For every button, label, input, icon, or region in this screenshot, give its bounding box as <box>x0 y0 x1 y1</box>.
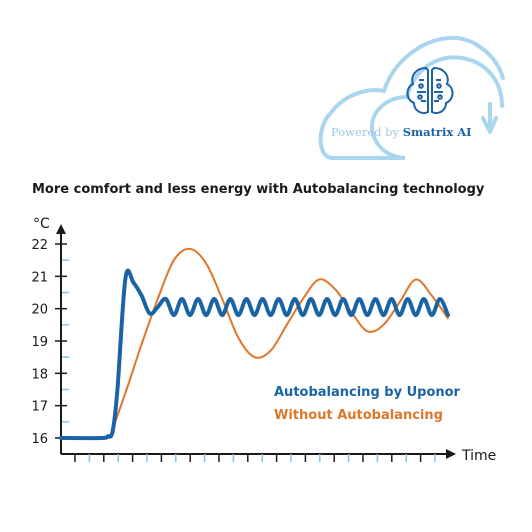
powered-by-text: Powered by Smatrix AI <box>331 125 472 139</box>
series-lines <box>59 247 450 441</box>
chart-title: More comfort and less energy with Autoba… <box>32 182 485 197</box>
y-tick-label: 18 <box>31 367 48 382</box>
x-axis-arrow <box>446 449 456 459</box>
axes: °C Time <box>33 216 496 464</box>
series-line-without <box>108 247 449 439</box>
y-tick-label: 17 <box>31 400 48 415</box>
y-ticks: 22 21 20 19 18 17 16 <box>31 238 69 447</box>
legend-without: Without Autobalancing <box>274 408 443 423</box>
y-axis-label: °C <box>33 216 50 232</box>
cloud-badge: Powered by Smatrix AI <box>318 35 505 160</box>
y-tick-label: 21 <box>31 270 48 285</box>
y-axis-arrow <box>56 224 66 234</box>
legend-uponor: Autobalancing by Uponor <box>274 385 461 400</box>
series-line-uponor <box>59 268 450 441</box>
cloud-icon <box>331 55 504 160</box>
x-axis-label: Time <box>461 448 496 464</box>
y-tick-label: 20 <box>31 303 48 318</box>
legend: Autobalancing by Uponor Without Autobala… <box>274 385 461 423</box>
y-tick-label: 19 <box>31 335 48 350</box>
y-tick-label: 16 <box>31 432 48 447</box>
brain-circuit-icon <box>406 66 454 114</box>
x-ticks <box>74 454 436 462</box>
y-tick-label: 22 <box>31 238 48 253</box>
